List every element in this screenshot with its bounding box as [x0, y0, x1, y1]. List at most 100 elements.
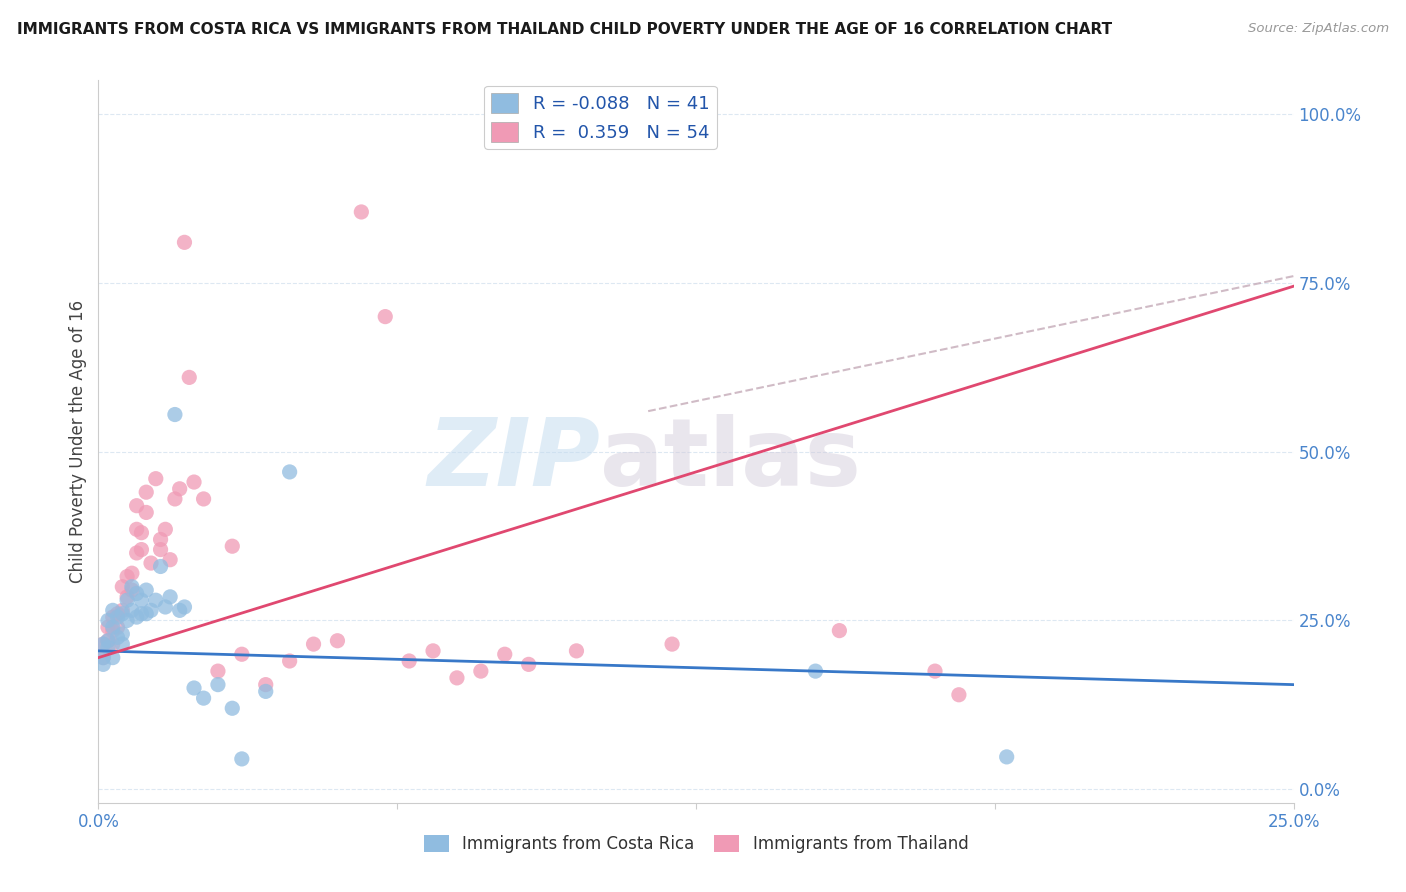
Point: [948, 688, 970, 702]
Point: [131, 593, 153, 607]
Point: [135, 505, 157, 519]
Point: [145, 472, 167, 486]
Point: [179, 370, 201, 384]
Point: [231, 752, 253, 766]
Point: [398, 654, 420, 668]
Text: ZIP: ZIP: [427, 414, 600, 506]
Point: [231, 647, 253, 661]
Point: [155, 522, 177, 536]
Point: [155, 599, 177, 614]
Point: [278, 654, 301, 668]
Point: [422, 644, 444, 658]
Point: [107, 607, 129, 621]
Point: [135, 485, 157, 500]
Point: [924, 664, 946, 678]
Point: [149, 559, 172, 574]
Point: [350, 205, 373, 219]
Point: [115, 590, 138, 604]
Point: [494, 647, 516, 661]
Point: [125, 522, 148, 536]
Point: [115, 593, 138, 607]
Point: [139, 556, 162, 570]
Point: [101, 603, 124, 617]
Point: [661, 637, 683, 651]
Legend: Immigrants from Costa Rica, Immigrants from Thailand: Immigrants from Costa Rica, Immigrants f…: [418, 828, 974, 860]
Point: [995, 750, 1018, 764]
Point: [111, 580, 134, 594]
Point: [131, 525, 153, 540]
Point: [121, 583, 143, 598]
Point: [101, 624, 124, 638]
Point: [121, 580, 143, 594]
Point: [91, 637, 114, 651]
Point: [183, 475, 205, 489]
Point: [374, 310, 396, 324]
Point: [446, 671, 468, 685]
Point: [173, 599, 195, 614]
Point: [302, 637, 325, 651]
Point: [169, 482, 191, 496]
Point: [565, 644, 588, 658]
Point: [173, 235, 195, 250]
Point: [91, 650, 114, 665]
Point: [193, 691, 215, 706]
Point: [221, 701, 243, 715]
Point: [125, 499, 148, 513]
Point: [107, 620, 129, 634]
Point: [193, 491, 215, 506]
Point: [101, 620, 124, 634]
Point: [111, 603, 134, 617]
Point: [163, 491, 186, 506]
Point: [326, 633, 349, 648]
Point: [121, 603, 143, 617]
Point: [91, 637, 114, 651]
Point: [149, 542, 172, 557]
Point: [97, 614, 120, 628]
Point: [278, 465, 301, 479]
Point: [125, 610, 148, 624]
Point: [101, 637, 124, 651]
Point: [254, 684, 277, 698]
Point: [470, 664, 492, 678]
Point: [159, 590, 181, 604]
Y-axis label: Child Poverty Under the Age of 16: Child Poverty Under the Age of 16: [69, 300, 87, 583]
Point: [163, 408, 186, 422]
Point: [107, 610, 129, 624]
Point: [207, 664, 229, 678]
Point: [135, 583, 157, 598]
Point: [111, 607, 134, 621]
Point: [97, 633, 120, 648]
Point: [97, 640, 120, 655]
Point: [97, 633, 120, 648]
Point: [517, 657, 540, 672]
Point: [183, 681, 205, 695]
Point: [135, 607, 157, 621]
Point: [125, 546, 148, 560]
Point: [97, 620, 120, 634]
Point: [115, 569, 138, 583]
Text: atlas: atlas: [600, 414, 862, 506]
Point: [111, 637, 134, 651]
Point: [828, 624, 851, 638]
Point: [131, 607, 153, 621]
Point: [207, 678, 229, 692]
Point: [804, 664, 827, 678]
Point: [149, 533, 172, 547]
Point: [101, 650, 124, 665]
Point: [169, 603, 191, 617]
Point: [91, 650, 114, 665]
Point: [131, 542, 153, 557]
Point: [91, 657, 114, 672]
Point: [125, 586, 148, 600]
Point: [145, 593, 167, 607]
Point: [101, 610, 124, 624]
Point: [107, 631, 129, 645]
Point: [221, 539, 243, 553]
Point: [159, 552, 181, 566]
Point: [111, 627, 134, 641]
Point: [139, 603, 162, 617]
Text: Source: ZipAtlas.com: Source: ZipAtlas.com: [1249, 22, 1389, 36]
Point: [121, 566, 143, 581]
Point: [115, 614, 138, 628]
Text: IMMIGRANTS FROM COSTA RICA VS IMMIGRANTS FROM THAILAND CHILD POVERTY UNDER THE A: IMMIGRANTS FROM COSTA RICA VS IMMIGRANTS…: [17, 22, 1112, 37]
